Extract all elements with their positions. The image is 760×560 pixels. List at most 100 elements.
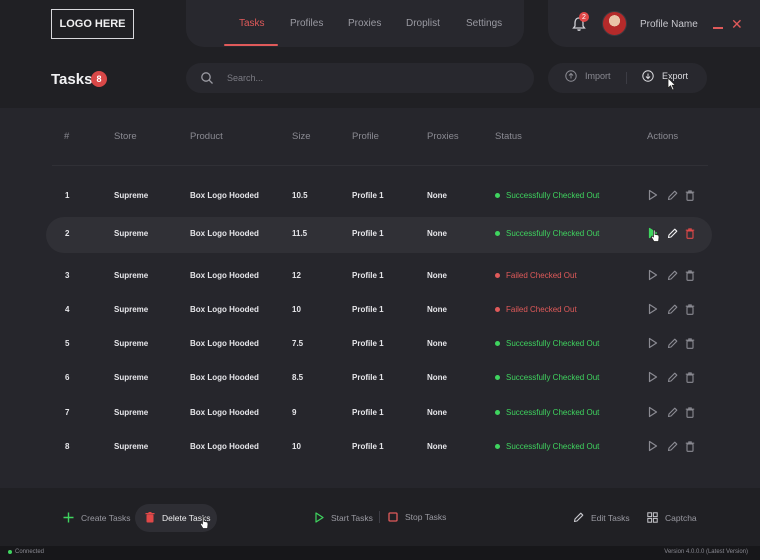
search-input[interactable] xyxy=(227,71,517,85)
tab-settings[interactable]: Settings xyxy=(466,18,503,29)
trash-icon[interactable] xyxy=(683,302,697,316)
trash-icon[interactable] xyxy=(683,439,697,453)
table-row[interactable]: 8 Supreme Box Logo Hooded 10 Profile 1 None S… xyxy=(0,430,760,464)
play-icon[interactable] xyxy=(646,336,660,350)
play-icon[interactable] xyxy=(646,370,660,384)
table-row[interactable]: 4 Supreme Box Logo Hooded 10 Profile 1 None F… xyxy=(0,293,760,327)
column-header-proxies: Proxies xyxy=(427,131,459,142)
main-nav xyxy=(186,0,524,47)
cell-product: Box Logo Hooded xyxy=(190,229,259,238)
table-row[interactable]: 7 Supreme Box Logo Hooded 9 Profile 1 None Su… xyxy=(0,396,760,430)
edit-icon[interactable] xyxy=(665,405,679,419)
status-cell: Failed Checked Out xyxy=(495,271,577,280)
captcha-button[interactable]: Captcha xyxy=(647,512,697,523)
trash-icon[interactable] xyxy=(683,336,697,350)
search-icon xyxy=(201,72,213,84)
status-dot xyxy=(495,444,500,449)
connection-dot xyxy=(8,550,12,554)
cell-size: 10 xyxy=(292,442,301,451)
status-text: Successfully Checked Out xyxy=(506,339,600,348)
status-dot xyxy=(495,273,500,278)
edit-icon[interactable] xyxy=(665,336,679,350)
status-dot xyxy=(495,307,500,312)
page-title: Tasks xyxy=(51,71,93,88)
column-header-actions: Actions xyxy=(647,131,679,142)
import-button[interactable]: Import xyxy=(565,70,611,82)
divider xyxy=(626,72,627,84)
import-label: Import xyxy=(585,71,611,81)
cell-index: 3 xyxy=(65,271,70,280)
table-row[interactable]: 2 Supreme Box Logo Hooded 11.5 Profile 1 None… xyxy=(0,217,760,253)
table-row[interactable]: 5 Supreme Box Logo Hooded 7.5 Profile 1 None … xyxy=(0,327,760,361)
start-tasks-button[interactable]: Start Tasks xyxy=(315,512,373,523)
cell-store: Supreme xyxy=(114,229,149,238)
minimize-icon[interactable] xyxy=(713,27,723,29)
status-cell: Successfully Checked Out xyxy=(495,339,599,348)
row-highlight xyxy=(46,217,712,253)
edit-icon[interactable] xyxy=(665,268,679,282)
cell-proxies: None xyxy=(427,229,447,238)
column-header-index: # xyxy=(64,131,70,142)
trash-icon[interactable] xyxy=(683,370,697,384)
export-button[interactable]: Export xyxy=(642,70,688,82)
status-cell: Successfully Checked Out xyxy=(495,442,599,451)
status-text: Failed Checked Out xyxy=(506,305,577,314)
cell-proxies: None xyxy=(427,408,447,417)
column-header-size: Size xyxy=(292,131,311,142)
stop-tasks-button[interactable]: Stop Tasks xyxy=(388,512,446,522)
cell-profile: Profile 1 xyxy=(352,408,384,417)
table-row[interactable]: 3 Supreme Box Logo Hooded 12 Profile 1 None F… xyxy=(0,259,760,293)
edit-tasks-button[interactable]: Edit Tasks xyxy=(573,512,630,523)
cell-store: Supreme xyxy=(114,408,149,417)
export-label: Export xyxy=(662,71,689,81)
status-bar: Connected Version 4.0.0.0 (Latest Versio… xyxy=(0,546,760,560)
status-text: Successfully Checked Out xyxy=(506,229,600,238)
trash-icon[interactable] xyxy=(683,226,697,240)
play-icon[interactable] xyxy=(646,226,660,240)
tab-tasks[interactable]: Tasks xyxy=(239,18,265,29)
start-tasks-label: Start Tasks xyxy=(331,512,373,523)
close-icon[interactable]: ✕ xyxy=(731,16,743,32)
profile-name[interactable]: Profile Name xyxy=(640,19,698,30)
avatar[interactable] xyxy=(602,11,627,36)
delete-tasks-button[interactable]: Delete Tasks xyxy=(145,512,211,523)
edit-icon[interactable] xyxy=(665,439,679,453)
table-row[interactable]: 6 Supreme Box Logo Hooded 8.5 Profile 1 None … xyxy=(0,361,760,395)
trash-icon[interactable] xyxy=(683,268,697,282)
play-icon[interactable] xyxy=(646,405,660,419)
column-header-status: Status xyxy=(495,131,522,142)
tab-droplist[interactable]: Droplist xyxy=(406,18,440,29)
cell-product: Box Logo Hooded xyxy=(190,408,259,417)
table-row[interactable]: 1 Supreme Box Logo Hooded 10.5 Profile 1 None… xyxy=(0,179,760,213)
stop-icon xyxy=(388,512,398,522)
tab-proxies[interactable]: Proxies xyxy=(348,18,382,29)
edit-icon[interactable] xyxy=(665,226,679,240)
divider xyxy=(379,511,380,523)
captcha-label: Captcha xyxy=(665,512,697,523)
search-box xyxy=(186,63,534,93)
play-icon[interactable] xyxy=(646,302,660,316)
cell-proxies: None xyxy=(427,373,447,382)
edit-icon[interactable] xyxy=(665,188,679,202)
edit-icon[interactable] xyxy=(665,302,679,316)
cell-store: Supreme xyxy=(114,271,149,280)
cell-size: 9 xyxy=(292,408,297,417)
play-icon[interactable] xyxy=(646,268,660,282)
cell-profile: Profile 1 xyxy=(352,271,384,280)
cell-profile: Profile 1 xyxy=(352,305,384,314)
tab-profiles[interactable]: Profiles xyxy=(290,18,324,29)
trash-icon[interactable] xyxy=(683,405,697,419)
create-tasks-button[interactable]: Create Tasks xyxy=(63,512,130,523)
hand-cursor-icon xyxy=(650,229,660,242)
play-icon[interactable] xyxy=(646,439,660,453)
edit-icon[interactable] xyxy=(665,370,679,384)
play-icon[interactable] xyxy=(646,188,660,202)
mouse-cursor-icon xyxy=(667,77,677,91)
plus-icon xyxy=(63,512,74,523)
cell-size: 8.5 xyxy=(292,373,304,382)
cell-index: 8 xyxy=(65,442,70,451)
cell-index: 7 xyxy=(65,408,70,417)
trash-icon[interactable] xyxy=(683,188,697,202)
header-divider xyxy=(52,165,708,166)
cell-proxies: None xyxy=(427,339,447,348)
